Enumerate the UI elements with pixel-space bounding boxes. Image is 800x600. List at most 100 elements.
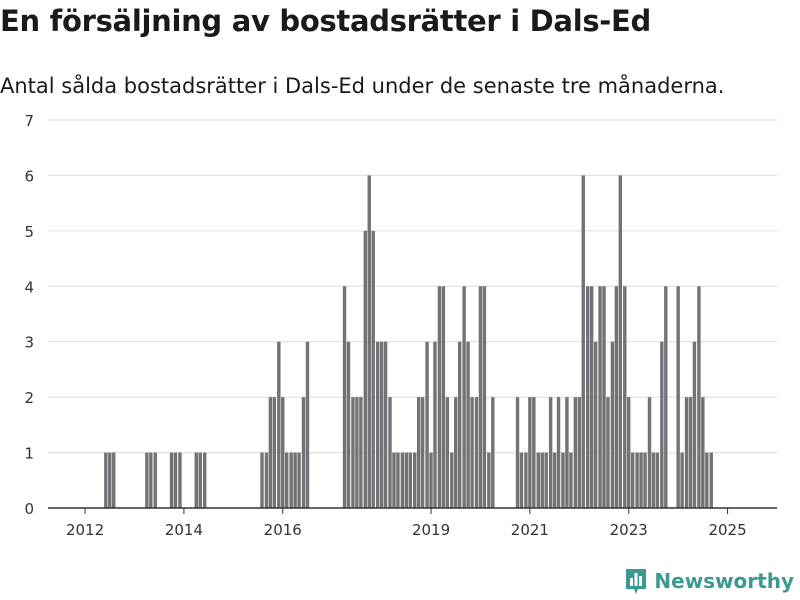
bar	[540, 452, 544, 508]
bar	[301, 397, 306, 508]
bar	[614, 286, 619, 508]
bar	[153, 452, 157, 508]
bar	[260, 452, 264, 508]
bar	[268, 397, 273, 508]
data-label: 1	[735, 100, 745, 104]
y-axis-ticks: 0 1 2 3 4 5 6 7	[24, 112, 34, 518]
bar	[363, 230, 368, 508]
gridlines	[48, 119, 777, 454]
bar	[581, 175, 585, 508]
bar	[482, 286, 487, 508]
bar	[676, 286, 680, 508]
bar	[342, 286, 347, 508]
y-tick-label: 3	[24, 334, 34, 352]
bar	[589, 286, 594, 508]
bar	[635, 452, 639, 508]
bar	[610, 341, 615, 508]
bar	[528, 397, 532, 508]
bar	[556, 397, 561, 508]
bar	[272, 397, 277, 508]
bar	[450, 452, 454, 508]
bar	[577, 397, 582, 508]
bar	[445, 397, 450, 508]
bar	[705, 452, 709, 508]
y-tick-label: 5	[24, 223, 34, 241]
bar	[519, 452, 524, 508]
bar	[684, 397, 689, 508]
bar	[388, 397, 392, 508]
bar	[441, 286, 446, 508]
x-tick-label: 2021	[511, 521, 549, 539]
bar	[112, 452, 116, 508]
bar	[565, 397, 569, 508]
bar	[277, 341, 281, 508]
bar	[104, 452, 108, 508]
bar	[692, 341, 697, 508]
bar	[532, 397, 536, 508]
bar	[573, 397, 578, 508]
bar	[606, 397, 610, 508]
bar	[454, 397, 458, 508]
bar	[623, 286, 627, 508]
bars	[104, 175, 713, 508]
bar	[425, 341, 429, 508]
bar	[602, 286, 606, 508]
bar	[408, 452, 412, 508]
x-tick-label: 2019	[412, 521, 450, 539]
bar	[173, 452, 178, 508]
bar	[593, 341, 598, 508]
bar	[655, 452, 660, 508]
bar	[552, 452, 557, 508]
bar	[293, 452, 297, 508]
bar	[660, 341, 664, 508]
bar	[474, 397, 479, 508]
bar	[359, 397, 363, 508]
bar	[643, 452, 647, 508]
bar	[367, 175, 371, 508]
bar	[470, 397, 474, 508]
bar	[194, 452, 198, 508]
bar	[379, 341, 384, 508]
bar	[149, 452, 153, 508]
x-tick-label: 2012	[66, 521, 104, 539]
bar	[651, 452, 656, 508]
bar	[569, 452, 573, 508]
bar	[536, 452, 540, 508]
bar	[178, 452, 182, 508]
bar	[630, 452, 635, 508]
chart-title: En försäljning av bostadsrätter i Dals-E…	[0, 4, 652, 38]
bar	[396, 452, 400, 508]
bar	[437, 286, 442, 508]
bar	[457, 341, 462, 508]
bar	[585, 286, 590, 508]
bar	[400, 452, 405, 508]
x-tick-label: 2025	[708, 521, 746, 539]
bar	[618, 175, 623, 508]
bar	[289, 452, 293, 508]
newsworthy-brand: Newsworthy	[624, 566, 794, 596]
bar	[487, 452, 491, 508]
bar	[404, 452, 409, 508]
data-labels: 1	[735, 100, 745, 104]
bar	[351, 397, 355, 508]
bar	[305, 341, 310, 508]
bar	[413, 452, 417, 508]
bar	[709, 452, 713, 508]
bar	[639, 452, 643, 508]
bar	[297, 452, 301, 508]
bar	[281, 397, 285, 508]
bar	[647, 397, 652, 508]
bar	[491, 397, 495, 508]
bar	[598, 286, 602, 508]
bar	[264, 452, 269, 508]
bar	[429, 452, 433, 508]
bar	[375, 341, 380, 508]
bar	[627, 397, 631, 508]
bar	[145, 452, 149, 508]
bar	[688, 397, 693, 508]
bar	[169, 452, 174, 508]
bar	[108, 452, 112, 508]
bar-chart: 0 1 2 3 4 5 6 7 2012 2014 2016 2019 2021 2023 2025 1	[24, 100, 777, 539]
bar	[462, 286, 466, 508]
chart-subtitle: Antal sålda bostadsrätter i Dals-Ed unde…	[0, 74, 725, 98]
